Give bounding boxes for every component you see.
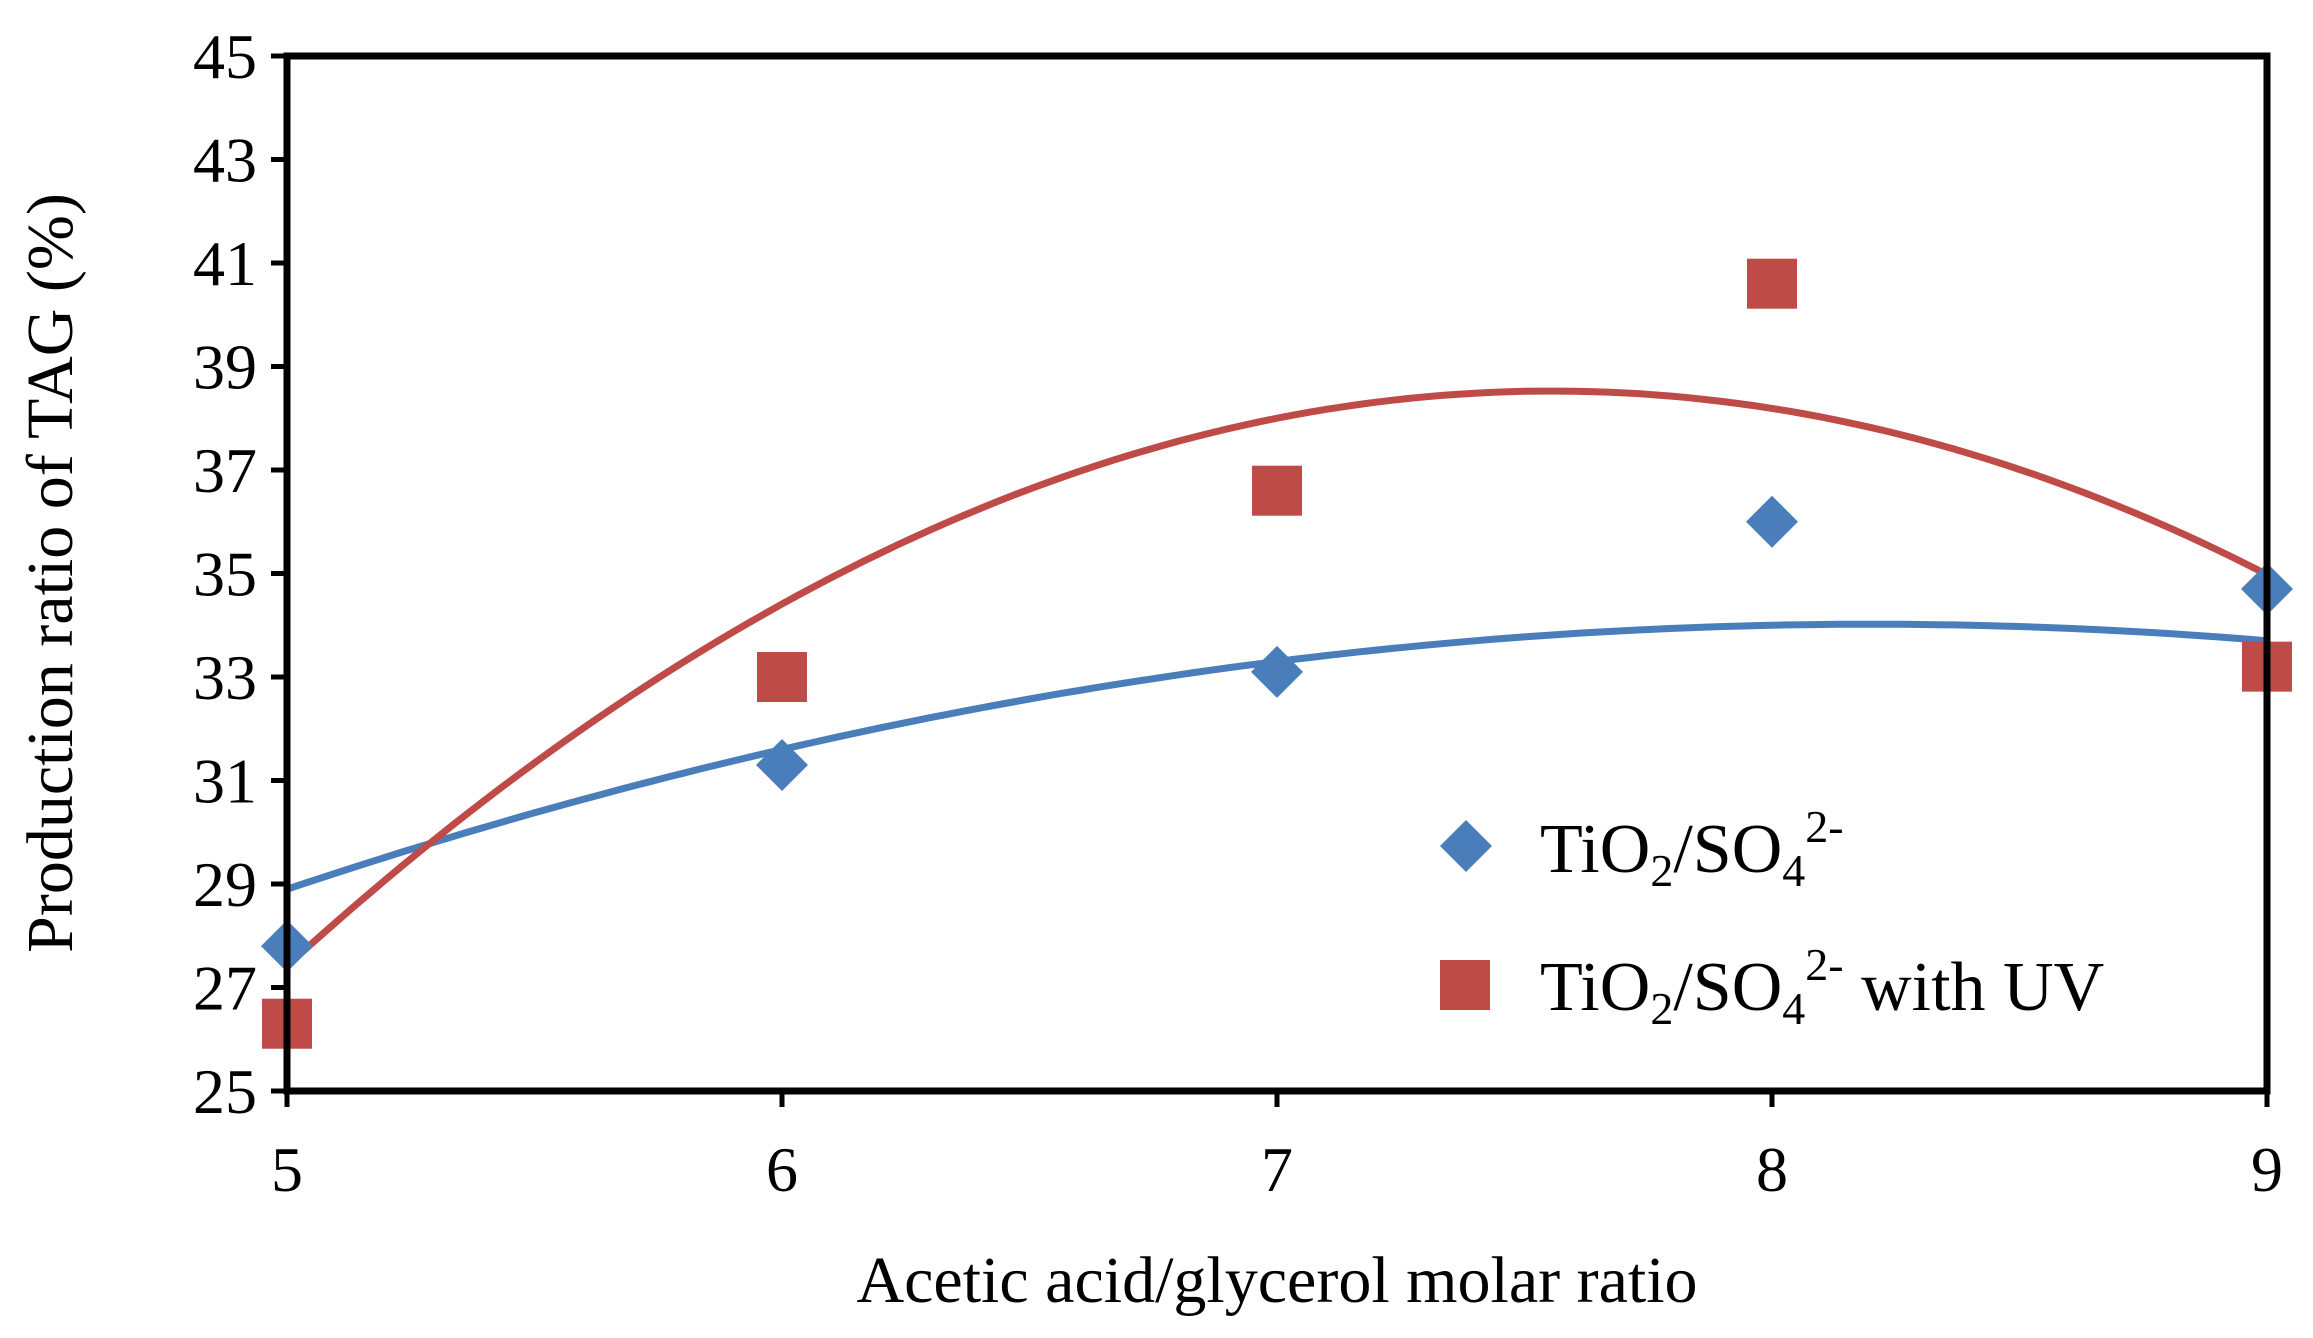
x-axis-title: Acetic acid/glycerol molar ratio [856, 1244, 1697, 1317]
y-tick-label: 33 [193, 642, 257, 713]
data-point-diamond [1746, 495, 1798, 548]
legend-superscript: 2- [1805, 801, 1843, 852]
y-tick-label: 29 [193, 849, 257, 920]
y-tick-label: 37 [193, 435, 257, 506]
data-markers [261, 258, 2293, 1049]
x-tick-label: 9 [2251, 1134, 2283, 1205]
y-tick-label: 25 [193, 1056, 257, 1127]
legend-subscript: 4 [1782, 983, 1805, 1034]
data-point-square [1252, 465, 1302, 516]
legend-subscript: 2 [1650, 983, 1673, 1034]
data-point-square [757, 652, 807, 702]
data-point-diamond [756, 738, 808, 791]
legend: TiO2/SO42- TiO2/SO42- with UV [1440, 801, 2104, 1034]
data-point-diamond [1251, 645, 1303, 698]
trendline-series-2 [283, 387, 2271, 970]
y-tick-label: 41 [193, 228, 257, 299]
legend-diamond-marker-icon [1440, 820, 1492, 872]
y-tick-label: 45 [193, 21, 257, 92]
legend-text-part: /SO [1673, 811, 1782, 888]
y-axis-title-group: Production ratio of TAG (%) [14, 193, 87, 953]
legend-label-tio2-so4-with-uv: TiO2/SO42- with UV [1540, 939, 2104, 1034]
y-axis-title: Production ratio of TAG (%) [14, 193, 87, 953]
y-tick-label: 39 [193, 332, 257, 403]
legend-item-tio2-so4-with-uv: TiO2/SO42- with UV [1440, 939, 2104, 1034]
legend-label-tio2-so4: TiO2/SO42- [1540, 801, 1844, 896]
x-tick-label: 6 [766, 1134, 798, 1205]
legend-superscript: 2- [1805, 939, 1843, 990]
legend-text-part: with UV [1844, 949, 2105, 1026]
x-tick-label: 8 [1756, 1134, 1788, 1205]
x-tick-label: 5 [271, 1134, 303, 1205]
y-tick-label: 43 [193, 125, 257, 196]
y-tick-label: 31 [193, 746, 257, 817]
legend-item-tio2-so4: TiO2/SO42- [1440, 801, 1844, 896]
legend-text-part: TiO [1540, 811, 1650, 888]
legend-text-part: TiO [1540, 949, 1650, 1026]
legend-square-marker-icon [1440, 960, 1490, 1010]
axis-ticks: 25 27 29 31 33 35 37 39 41 43 45 5 6 7 8 9 [193, 21, 2283, 1205]
legend-subscript: 2 [1650, 845, 1673, 896]
data-point-square [1747, 258, 1797, 309]
legend-subscript: 4 [1782, 845, 1805, 896]
x-tick-label: 7 [1261, 1134, 1293, 1205]
y-tick-label: 35 [193, 539, 257, 610]
legend-text-part: /SO [1673, 949, 1782, 1026]
y-tick-label: 27 [193, 953, 257, 1024]
